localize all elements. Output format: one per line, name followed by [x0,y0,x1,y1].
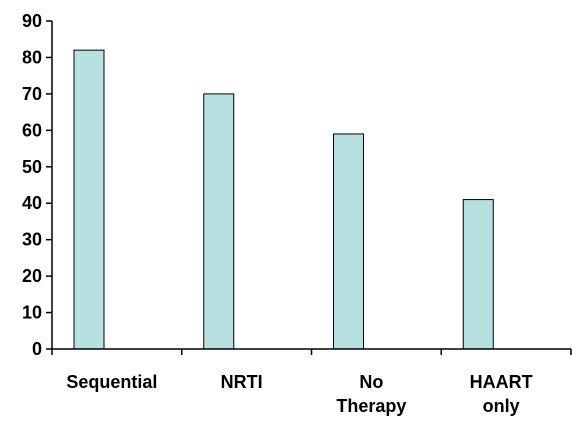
bar-2 [333,133,364,350]
bar-0 [73,49,105,350]
category-labels: Sequential NRTI No Therapy HAART only [66,372,532,416]
category-label: NRTI [221,372,263,392]
category-label: No Therapy [336,372,406,416]
y-tick-label: 90 [22,11,42,31]
y-axis-ticks: 0 10 20 30 40 50 60 70 80 90 [22,11,52,359]
y-tick-label: 0 [32,339,42,359]
y-tick-label: 50 [22,157,42,177]
y-tick-label: 10 [22,303,42,323]
y-tick-label: 80 [22,47,42,67]
bar-3 [462,199,494,350]
y-tick-label: 70 [22,84,42,104]
category-label: Sequential [66,372,157,392]
category-label: HAART only [470,372,533,416]
y-tick-label: 20 [22,266,42,286]
bar-1 [203,93,235,350]
y-tick-label: 30 [22,230,42,250]
bars [73,49,494,350]
y-tick-label: 60 [22,120,42,140]
x-axis-ticks [51,349,572,355]
y-tick-label: 40 [22,193,42,213]
